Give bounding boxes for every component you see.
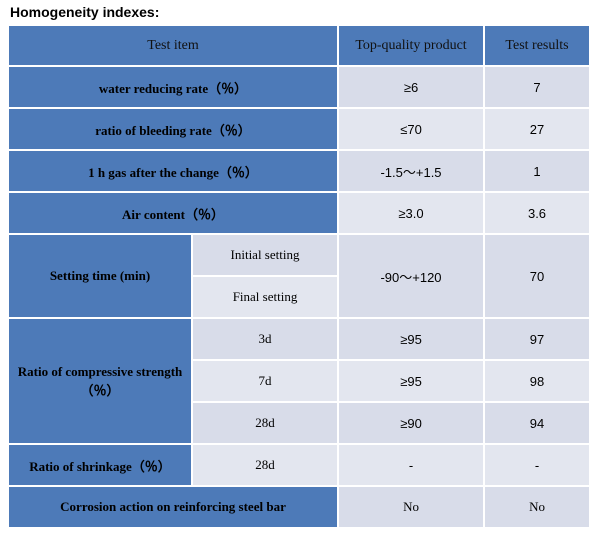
result-cell: No [483,485,592,529]
standard-cell: ≥95 [337,359,486,403]
standard-cell: ≤70 [337,107,486,151]
header-top-quality: Top-quality product [337,24,486,67]
standard-cell: -90～+120 [337,233,486,319]
standard-cell: ≥95 [337,317,486,361]
age-cell: 3d [190,317,340,361]
row-label: ratio of bleeding rate（％） [6,107,340,151]
age-cell: 28d [190,401,340,445]
table-row: Ratio of shrinkage（％） 28d - - [7,443,592,487]
result-cell: 70 [483,233,592,319]
table-row: Ratio of compressive strength（％） 3d ≥95 … [7,317,592,445]
table-row: Setting time (min) Initial setting -90～+… [7,233,592,319]
table-row: Final setting [8,275,590,319]
standard-cell: ≥6 [337,65,486,109]
table-row: 28d ≥90 94 [8,401,592,445]
standard-cell: - [337,443,486,487]
result-cell: 1 [483,149,592,193]
result-cell: - [483,443,592,487]
row-label: water reducing rate（％） [6,65,340,109]
page-heading: Homogeneity indexes: [10,4,160,20]
standard-cell: ≥3.0 [337,191,486,235]
table-row: Corrosion action on reinforcing steel ba… [6,485,592,529]
sub-label-final: Final setting [190,275,340,319]
row-label: Air content（％） [6,191,340,235]
row-label: Corrosion action on reinforcing steel ba… [6,485,340,529]
result-cell: 97 [483,317,592,361]
result-cell: 98 [483,359,592,403]
header-test-item: Test item [6,24,340,67]
row-label: Setting time (min) [7,233,193,319]
standard-cell: -1.5～+1.5 [337,149,486,193]
row-label: 1 h gas after the change（％） [6,149,340,193]
table-row: ratio of bleeding rate（％） ≤70 27 [6,107,592,151]
standard-cell: No [337,485,486,529]
table-row: water reducing rate（％） ≥6 7 [6,65,592,109]
result-cell: 3.6 [483,191,592,235]
header-test-results: Test results [483,24,592,67]
age-cell: 28d [190,443,340,487]
homogeneity-table: Test item Top-quality product Test resul… [6,24,592,529]
table-row: 7d ≥95 98 [8,359,592,403]
result-cell: 7 [483,65,592,109]
table-row: 1 h gas after the change（％） -1.5～+1.5 1 [6,149,592,193]
row-label: Ratio of compressive strength（％） [7,317,193,445]
header-row: Test item Top-quality product Test resul… [6,24,592,67]
age-cell: 7d [190,359,340,403]
table-row: Air content（％） ≥3.0 3.6 [6,191,592,235]
row-label: Ratio of shrinkage（％） [7,443,193,487]
sub-label-initial: Initial setting [190,233,340,277]
result-cell: 94 [483,401,592,445]
result-cell: 27 [483,107,592,151]
standard-cell: ≥90 [337,401,486,445]
